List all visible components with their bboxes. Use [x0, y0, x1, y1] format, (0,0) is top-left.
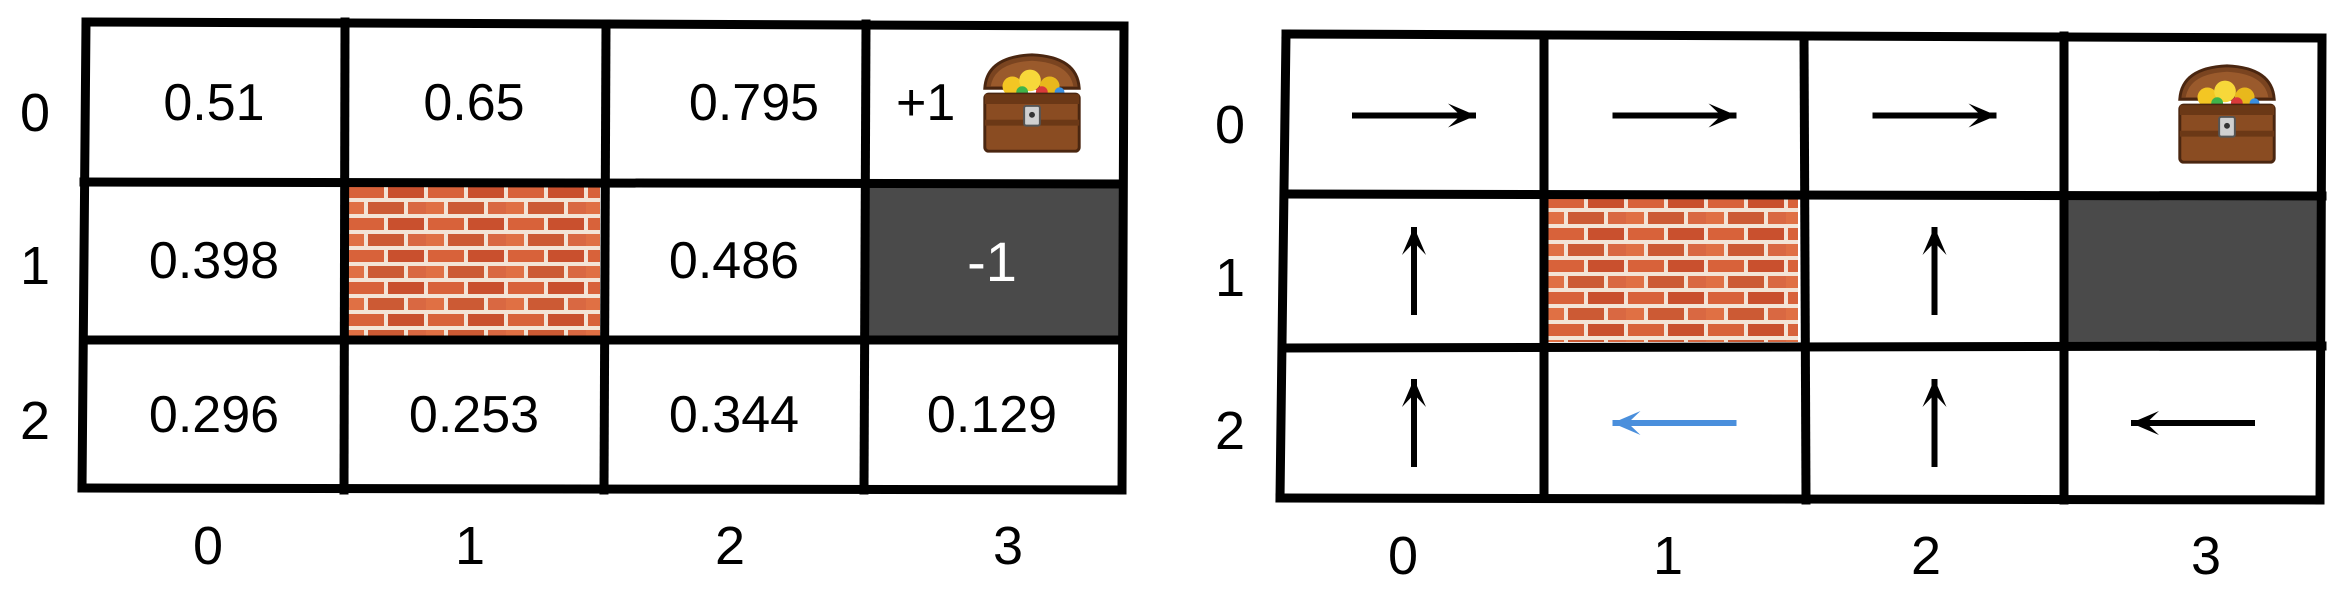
brick-wall-icon [346, 184, 600, 338]
policy-arrow-up-r2c2 [1922, 379, 1947, 467]
arrow-head [1708, 103, 1737, 128]
policy-col-label-0: 0 [1387, 526, 1419, 586]
value-cell-r0c2: 0.795 [688, 74, 820, 132]
policy-row-label-2: 2 [1214, 401, 1246, 461]
row-label-0: 0 [19, 83, 51, 143]
goal-cell: +1 [864, 24, 1120, 182]
value-cell-r2c3: 0.129 [926, 386, 1058, 444]
value-cell-r2c0: 0.296 [148, 386, 280, 444]
value-cell-r1c0: 0.398 [148, 232, 280, 290]
wall-cell [346, 184, 600, 338]
treasure-chest-icon [973, 47, 1091, 159]
arrow-head [1922, 227, 1947, 255]
policy-arrow-left-r2c3 [2131, 411, 2255, 435]
value-cell-r0c1: 0.65 [423, 74, 525, 132]
arrow-head [1612, 411, 1641, 435]
policy-goal-cell [2064, 36, 2320, 192]
policy-arrow-up-r2c0 [1402, 379, 1426, 467]
policy-arrow-left-r2c1 [1612, 411, 1737, 435]
row-label-2: 2 [19, 391, 51, 451]
policy-col-label-3: 3 [2190, 526, 2222, 586]
row-label-1: 1 [19, 236, 51, 296]
policy-arrow-up-r1c2 [1922, 227, 1947, 315]
policy-negative-terminal-cell [2064, 194, 2320, 344]
col-label-1: 1 [454, 516, 486, 576]
arrow-head [1402, 227, 1426, 255]
col-label-3: 3 [992, 516, 1024, 576]
policy-col-label-1: 1 [1652, 526, 1684, 586]
col-label-0: 0 [192, 516, 224, 576]
goal-reward: +1 [896, 74, 956, 132]
arrow-head [1402, 379, 1426, 407]
negative-reward: -1 [967, 229, 1017, 293]
policy-arrow-right-r0c1 [1612, 103, 1737, 128]
policy-row-label-1: 1 [1214, 248, 1246, 308]
policy-col-label-2: 2 [1910, 526, 1942, 586]
negative-terminal-cell: -1 [864, 182, 1120, 340]
policy-wall-cell [1546, 194, 1798, 342]
col-label-2: 2 [714, 516, 746, 576]
policy-arrow-up-r1c0 [1402, 227, 1426, 315]
value-cell-r1c2: 0.486 [668, 232, 800, 290]
policy-row-label-0: 0 [1214, 95, 1246, 155]
arrow-head [2131, 411, 2159, 435]
value-cell-r2c2: 0.344 [668, 386, 800, 444]
brick-wall-icon [1546, 194, 1798, 342]
treasure-chest-icon [2168, 58, 2286, 170]
arrow-head [1968, 103, 1997, 128]
arrow-head [1922, 379, 1947, 407]
policy-arrow-right-r0c0 [1352, 103, 1476, 128]
arrow-head [1448, 103, 1476, 128]
policy-arrow-right-r0c2 [1872, 103, 1997, 128]
value-cell-r0c0: 0.51 [163, 74, 265, 132]
value-cell-r2c1: 0.253 [408, 386, 540, 444]
